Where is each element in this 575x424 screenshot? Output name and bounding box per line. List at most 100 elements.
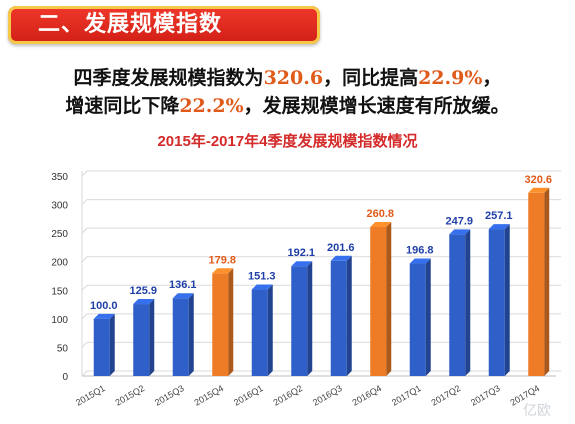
y-tick-label: 350	[51, 172, 68, 183]
bar-front	[409, 263, 426, 376]
value-label-2015Q2: 125.9	[129, 285, 157, 297]
bar-top	[370, 221, 392, 227]
bar-side	[267, 284, 273, 376]
bar-top	[133, 299, 155, 305]
bar-top	[449, 229, 471, 235]
value-label-2016Q1: 151.3	[248, 271, 276, 283]
bar-2017Q2	[449, 229, 471, 376]
bar-front	[291, 266, 308, 376]
bar-top	[93, 313, 115, 319]
bar-2017Q4	[528, 187, 550, 376]
gridline-depth	[81, 256, 88, 263]
bar-2015Q1	[93, 313, 115, 376]
summary-text: 四季度发展规模指数为320.6，同比提高22.9%， 增速同比下降22.2%，发…	[0, 64, 575, 120]
bar-side	[149, 299, 155, 376]
bar-front	[488, 229, 505, 376]
bar-top	[409, 258, 431, 264]
bar-front	[330, 260, 347, 376]
value-label-2015Q3: 136.1	[169, 279, 197, 291]
bar-front	[449, 234, 466, 376]
gridline-depth	[81, 199, 88, 205]
bar-front	[370, 226, 387, 376]
summary-growth-decline: 22.2%	[179, 95, 244, 117]
x-tick-label: 2015Q3	[153, 383, 186, 408]
value-label-2016Q2: 192.1	[287, 247, 315, 259]
bar-2017Q1	[409, 258, 431, 376]
x-tick-label: 2017Q2	[430, 383, 463, 408]
bar-front	[93, 318, 110, 376]
x-tick-label: 2015Q4	[193, 383, 226, 408]
bar-side	[346, 255, 352, 376]
gridline-depth	[81, 227, 88, 234]
bar-front	[172, 298, 189, 376]
y-tick-label: 150	[51, 286, 68, 297]
value-label-2015Q4: 179.8	[208, 254, 236, 266]
y-tick-label: 0	[62, 372, 68, 383]
bar-front	[528, 192, 545, 376]
y-tick-label: 300	[51, 201, 68, 212]
data-labels: 100.0 125.9 136.1 179.8 151.3 192.1 201.6 260.8…	[90, 174, 552, 312]
bar-side	[109, 313, 115, 376]
summary-text-part: 增速同比下降	[65, 95, 180, 117]
bar-2015Q4	[212, 268, 234, 376]
bar-side	[188, 293, 194, 376]
bar-side	[307, 261, 313, 376]
x-tick-label: 2017Q3	[469, 383, 502, 408]
x-tick-label: 2015Q2	[114, 383, 147, 408]
gridline-depth	[81, 313, 88, 320]
summary-text-part: ，	[482, 67, 502, 89]
bar-side	[425, 258, 431, 376]
y-tick-label: 200	[51, 258, 68, 269]
y-tick-label: 50	[57, 343, 69, 354]
summary-text-part: ，发展规模增长速度有所放缓。	[243, 95, 510, 117]
bar-2017Q3	[488, 224, 510, 376]
value-label-2016Q4: 260.8	[366, 208, 394, 220]
gridlines	[81, 170, 561, 377]
bar-2016Q4	[370, 221, 392, 376]
x-tick-label: 2016Q2	[272, 383, 305, 408]
section-title: 二、发展规模指数	[38, 12, 223, 37]
x-tick-label: 2016Q4	[351, 383, 384, 408]
summary-text-part: ，同比提高	[323, 67, 419, 89]
bar-2016Q2	[291, 261, 313, 376]
value-label-2017Q4: 320.6	[524, 174, 552, 186]
value-label-2017Q1: 196.8	[406, 245, 434, 257]
y-tick-label: 100	[51, 315, 68, 326]
bar-side	[504, 224, 510, 376]
x-tick-label: 2016Q1	[232, 383, 265, 408]
chart-title: 2015年-2017年4季度发展规模指数情况	[157, 133, 418, 150]
bar-front	[251, 289, 268, 376]
bar-top	[172, 293, 194, 299]
summary-line-1: 四季度发展规模指数为320.6，同比提高22.9%，	[0, 64, 575, 92]
summary-line-2: 增速同比下降22.2%，发展规模增长速度有所放缓。	[0, 92, 575, 120]
bar-front	[212, 273, 229, 376]
bar-top	[330, 255, 352, 261]
x-tick-label: 2016Q3	[311, 383, 344, 408]
bar-side	[465, 229, 471, 376]
gridline-depth	[81, 342, 88, 348]
bars	[93, 187, 550, 376]
bar-front	[133, 304, 150, 376]
value-label-2017Q2: 247.9	[445, 215, 473, 227]
bar-top	[212, 268, 234, 274]
watermark: 亿欧	[523, 402, 551, 418]
bar-side	[228, 268, 234, 376]
bar-2016Q3	[330, 255, 352, 376]
gridline-depth	[81, 370, 88, 377]
value-label-2017Q3: 257.1	[485, 210, 513, 222]
bar-2015Q3	[172, 293, 194, 376]
summary-text-part: 四季度发展规模指数为	[73, 67, 264, 89]
bar-top	[291, 261, 313, 267]
x-tick-label: 2017Q1	[390, 383, 423, 408]
bar-2015Q2	[133, 299, 155, 376]
bar-side	[386, 221, 392, 376]
value-label-2016Q3: 201.6	[327, 242, 355, 254]
summary-index-value: 320.6	[263, 67, 324, 89]
bar-top	[528, 187, 550, 193]
bar-top	[488, 224, 510, 230]
value-label-2015Q1: 100.0	[90, 300, 118, 312]
section-banner: 二、发展规模指数	[8, 6, 320, 44]
bar-top	[251, 284, 273, 290]
y-tick-label: 250	[51, 229, 68, 240]
